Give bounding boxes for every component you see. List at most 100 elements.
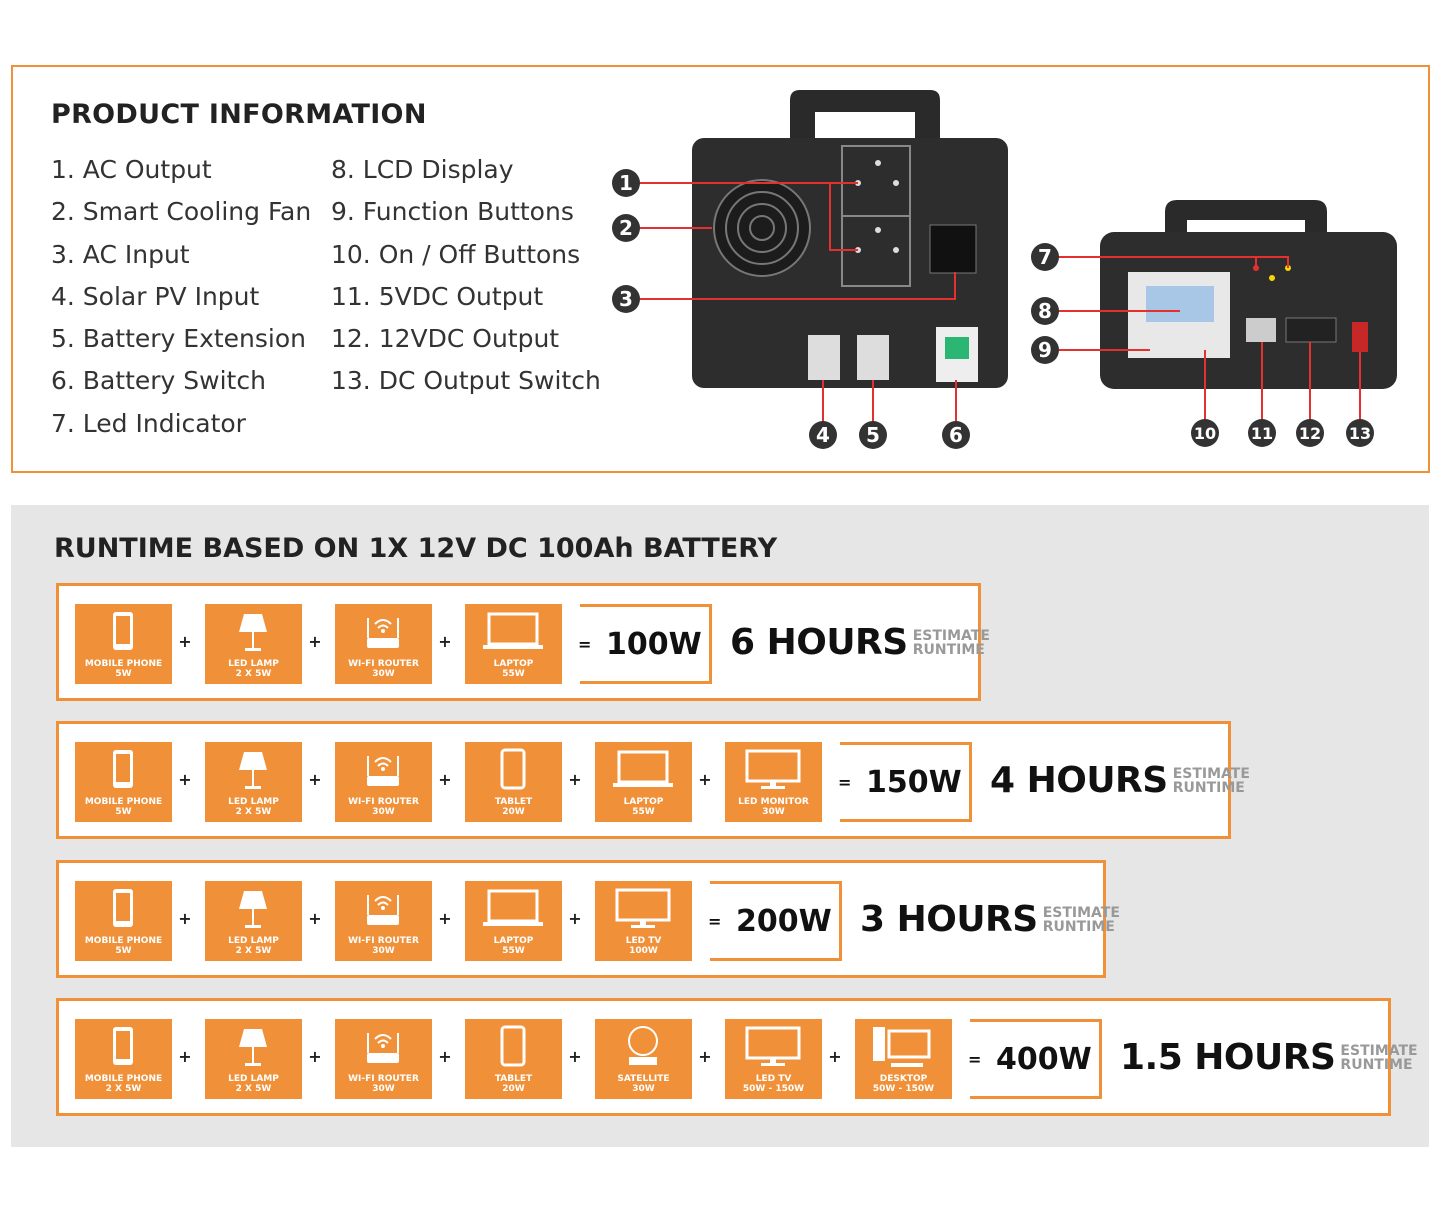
total-wattage: 100W <box>606 627 702 662</box>
device-name: LED TV <box>625 936 662 946</box>
plus-sign: + <box>438 909 452 928</box>
device-front-view <box>1100 200 1397 389</box>
device-tile-lamp: LED LAMP 2 X 5W <box>205 881 302 961</box>
device-tile-lamp: LED LAMP 2 X 5W <box>205 604 302 684</box>
device-label: TABLET 20W <box>465 797 562 817</box>
device-wattage: 100W <box>629 946 658 956</box>
estimate-text: ESTIMATE <box>1042 904 1120 921</box>
total-wattage: 400W <box>996 1042 1092 1077</box>
device-name: MOBILE PHONE <box>84 659 163 669</box>
device-label: LED TV 100W <box>595 936 692 956</box>
svg-text:11: 11 <box>1251 424 1273 443</box>
device-tile-mobile-phone: MOBILE PHONE 5W <box>75 742 172 822</box>
callout-10: 10 <box>1191 419 1219 447</box>
device-tile-tablet: TABLET 20W <box>465 1019 562 1099</box>
device-tile-desktop: DESKTOP 50W - 150W <box>855 1019 952 1099</box>
monitor-icon <box>615 888 671 928</box>
device-tile-mobile-phone: MOBILE PHONE 5W <box>75 881 172 961</box>
feature-item: 1. AC Output <box>51 155 212 184</box>
lamp-icon <box>239 891 267 928</box>
runtime-estimate: 1.5 HOURS ESTIMATE RUNTIME <box>1120 1037 1418 1078</box>
callout-6: 6 <box>942 421 970 449</box>
product-diagram: 1 2 3 4 5 6 7 8 9 10 11 12 13 <box>612 90 1397 449</box>
plus-sign: + <box>178 1047 192 1066</box>
device-name: MOBILE PHONE <box>84 936 163 946</box>
lamp-icon <box>239 1029 267 1066</box>
feature-item: 10. On / Off Buttons <box>331 239 581 269</box>
monitor-icon <box>745 749 801 789</box>
device-label: SATELLITE 30W <box>595 1074 692 1094</box>
feature-item: 3. AC Input <box>51 239 190 269</box>
runtime-estimate: 3 HOURS ESTIMATE RUNTIME <box>860 899 1120 940</box>
plus-sign: + <box>568 770 582 789</box>
estimate-runtime-label: ESTIMATE RUNTIME <box>1173 767 1250 795</box>
dc-output-switch <box>1352 322 1368 352</box>
feature-item: 13. DC Output Switch <box>331 366 601 396</box>
product-information-panel: PRODUCT INFORMATION 1. AC Output 2. Smar… <box>11 65 1430 473</box>
tablet-icon <box>500 748 526 790</box>
device-tile-mobile-phone: MOBILE PHONE 5W <box>75 604 172 684</box>
feature-item: 5. Battery Extension <box>51 324 307 354</box>
device-tile-laptop: LAPTOP 55W <box>595 742 692 822</box>
desktop-icon <box>873 1027 931 1067</box>
laptop-icon <box>483 889 543 926</box>
device-label: WI-FI ROUTER 30W <box>335 936 432 956</box>
runtime-text: RUNTIME <box>1042 918 1115 935</box>
plus-sign: + <box>178 909 192 928</box>
total-wattage-box: = 200W <box>708 881 842 961</box>
plus-sign: + <box>568 1047 582 1066</box>
fan-icon <box>713 179 811 277</box>
runtime-hours: 4 HOURS <box>990 760 1168 801</box>
device-tile-lamp: LED LAMP 2 X 5W <box>205 1019 302 1099</box>
device-wattage: 5W <box>115 807 132 817</box>
device-label: LED LAMP 2 X 5W <box>205 659 302 679</box>
section-title: PRODUCT INFORMATION <box>51 99 427 130</box>
device-label: DESKTOP 50W - 150W <box>855 1074 952 1094</box>
device-label: LED LAMP 2 X 5W <box>205 1074 302 1094</box>
callout-7: 7 <box>1031 243 1059 271</box>
runtime-row: MOBILE PHONE 5W + LED LAMP 2 X 5W + WI-FI ROUT… <box>56 860 1120 978</box>
device-label: LAPTOP 55W <box>465 936 562 956</box>
device-name: LED TV <box>755 1074 792 1084</box>
runtime-row: MOBILE PHONE 2 X 5W + LED LAMP 2 X 5W + WI-FI … <box>56 998 1418 1116</box>
feature-item: 7. Led Indicator <box>51 408 246 438</box>
svg-text:7: 7 <box>1038 245 1052 269</box>
plus-sign: + <box>178 770 192 789</box>
device-name: SATELLITE <box>617 1074 670 1084</box>
device-label: LED TV 50W - 150W <box>725 1074 822 1094</box>
battery-extension-terminal <box>857 335 889 380</box>
lamp-icon <box>239 752 267 789</box>
estimate-runtime-label: ESTIMATE RUNTIME <box>1043 906 1120 934</box>
feature-item: 2. Smart Cooling Fan <box>51 197 312 227</box>
device-wattage: 50W - 150W <box>872 1084 935 1094</box>
device-name: WI-FI ROUTER <box>348 936 419 946</box>
device-wattage: 2 X 5W <box>105 1084 142 1094</box>
device-wattage: 20W <box>502 1084 525 1094</box>
total-wattage-box: = 150W <box>838 742 972 822</box>
router-icon <box>367 895 399 925</box>
device-name: TABLET <box>494 797 533 807</box>
monitor-icon <box>745 1026 801 1066</box>
device-name: LAPTOP <box>493 936 534 946</box>
device-name: WI-FI ROUTER <box>348 797 419 807</box>
device-label: WI-FI ROUTER 30W <box>335 797 432 817</box>
runtime-hours: 1.5 HOURS <box>1120 1037 1336 1078</box>
device-name: WI-FI ROUTER <box>348 1074 419 1084</box>
device-label: WI-FI ROUTER 30W <box>335 659 432 679</box>
plus-sign: + <box>698 770 712 789</box>
device-wattage: 2 X 5W <box>235 669 272 679</box>
device-wattage: 55W <box>502 669 525 679</box>
device-wattage: 5W <box>115 946 132 956</box>
device-wattage: 30W <box>632 1084 655 1094</box>
device-wattage: 30W <box>372 1084 395 1094</box>
runtime-text: RUNTIME <box>1172 779 1245 796</box>
runtime-panel: RUNTIME BASED ON 1X 12V DC 100Ah BATTERY… <box>11 505 1429 1147</box>
tablet-icon <box>500 1025 526 1067</box>
equals-sign: = <box>838 773 852 792</box>
device-label: LED LAMP 2 X 5W <box>205 936 302 956</box>
device-tile-router: WI-FI ROUTER 30W <box>335 881 432 961</box>
svg-text:5: 5 <box>866 423 880 447</box>
device-wattage: 55W <box>502 946 525 956</box>
device-tile-mobile-phone: MOBILE PHONE 2 X 5W <box>75 1019 172 1099</box>
plus-sign: + <box>698 1047 712 1066</box>
